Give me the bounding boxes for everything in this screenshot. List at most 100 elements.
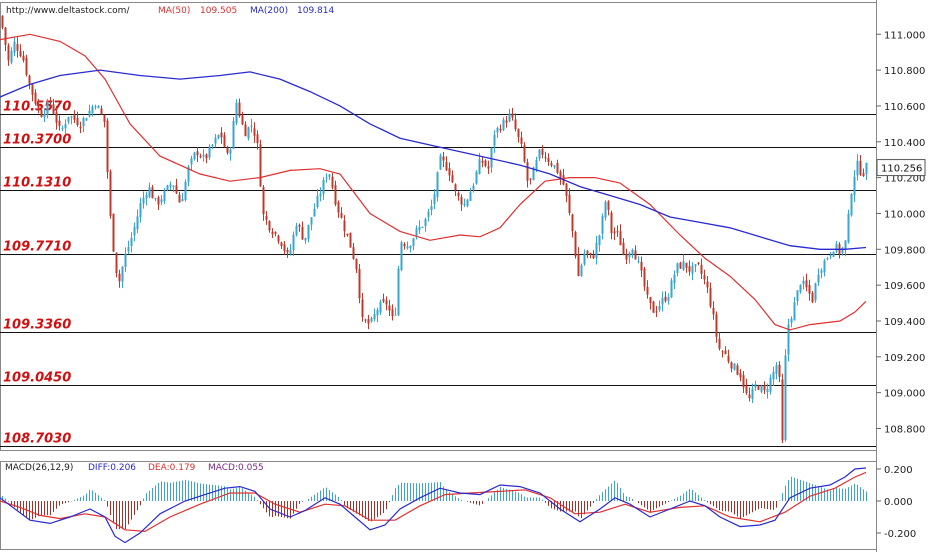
macd-frame [0, 461, 877, 550]
candle-body [16, 44, 19, 51]
candle-body [490, 148, 493, 168]
candle-body [703, 275, 706, 280]
level-label: 109.3360 [3, 318, 71, 333]
candle-body [409, 245, 412, 249]
candle-body [187, 166, 190, 182]
candle-body [592, 255, 595, 259]
price-tick-label: 109.600 [884, 281, 925, 292]
macd-tick-label: -0.200 [884, 529, 916, 540]
candle-body [727, 355, 730, 362]
candle-body [757, 386, 760, 390]
price-tick-label: 111.000 [884, 30, 925, 41]
candle-body [133, 226, 136, 236]
candle-body [400, 242, 403, 271]
candle-body [100, 108, 103, 115]
candle-body [172, 185, 175, 187]
candle-body [559, 171, 562, 178]
candle-body [151, 187, 154, 199]
candle-body [415, 228, 418, 236]
price-tick-label: 109.000 [884, 389, 925, 400]
candle-body [244, 124, 247, 137]
candle-body [583, 253, 586, 265]
candle-body [586, 250, 589, 254]
candle-body [250, 125, 253, 127]
candle-body [178, 194, 181, 203]
candle-body [253, 128, 256, 136]
candle-body [694, 264, 697, 266]
ma200-value: 109.814 [297, 6, 334, 16]
candle-body [265, 215, 268, 220]
candle-body [514, 119, 517, 130]
candle-body [856, 160, 859, 176]
candle-body [391, 309, 394, 317]
candle-body [859, 160, 862, 175]
candle-body [160, 199, 163, 203]
candle-body [238, 102, 241, 117]
price-tick-label: 110.200 [884, 174, 925, 185]
macd-tick-label: 0.000 [884, 497, 913, 508]
candle-body [370, 318, 373, 322]
candle-body [10, 50, 13, 63]
candle-body [223, 135, 226, 147]
source-url: http://www.deltastock.com/ [6, 6, 130, 16]
candle-body [565, 183, 568, 196]
macd-dea-label: DEA:0.179 [148, 463, 196, 473]
candle-body [829, 255, 832, 257]
candle-body [685, 262, 688, 268]
candle-body [730, 362, 733, 369]
candle-body [796, 290, 799, 301]
candle-body [673, 274, 676, 284]
candle-body [457, 192, 460, 197]
candle-body [454, 184, 457, 191]
candle-body [286, 250, 289, 253]
candle-body [37, 104, 40, 109]
candle-body [175, 185, 178, 194]
candle-body [700, 264, 703, 274]
candle-body [511, 113, 514, 118]
candle-body [637, 261, 640, 263]
candle-body [814, 283, 817, 301]
candle-body [751, 388, 754, 399]
candle-body [394, 314, 397, 316]
candle-body [784, 355, 787, 440]
candle-body [295, 225, 298, 235]
candle-body [340, 213, 343, 218]
price-tick-label: 110.000 [884, 209, 925, 220]
candle-body [802, 280, 805, 285]
candle-body [664, 296, 667, 302]
candle-body [577, 254, 580, 277]
candle-body [682, 261, 685, 270]
candle-body [691, 265, 694, 274]
candle-body [760, 385, 763, 392]
price-tick-label: 109.200 [884, 353, 925, 364]
candle-body [31, 84, 34, 95]
price-tick-label: 109.400 [884, 317, 925, 328]
candle-body [805, 280, 808, 288]
candle-body [337, 202, 340, 213]
candle-body [181, 198, 184, 202]
candle-body [214, 137, 217, 144]
candle-body [343, 220, 346, 232]
candle-body [310, 217, 313, 225]
candle-body [70, 116, 73, 118]
price-tick-label: 110.400 [884, 138, 925, 149]
candle-body [529, 178, 532, 180]
candle-body [835, 243, 838, 252]
candle-body [121, 266, 124, 282]
candle-body [13, 41, 16, 53]
candle-body [625, 254, 628, 260]
candle-body [226, 147, 229, 153]
macd-dea-line [0, 471, 867, 533]
candle-body [61, 127, 64, 129]
candle-body [523, 145, 526, 162]
candle-body [262, 187, 265, 215]
candle-body [367, 319, 370, 324]
ma50-value: 109.505 [200, 6, 237, 16]
candle-body [346, 233, 349, 236]
candle-body [313, 208, 316, 217]
candle-body [745, 385, 748, 394]
candle-body [97, 106, 100, 109]
candle-body [487, 166, 490, 169]
candle-body [826, 258, 829, 260]
